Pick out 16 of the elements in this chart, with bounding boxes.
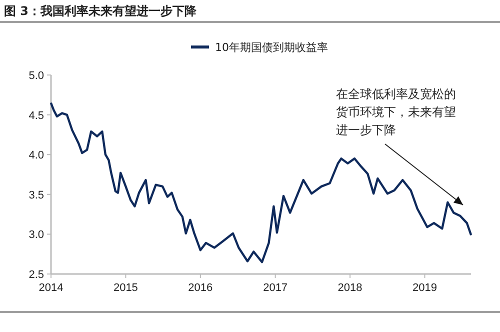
y-tick-label: 5.0: [28, 70, 44, 82]
y-tick-label: 3.0: [28, 229, 44, 242]
annotation: 在全球低利率及宽松的货币环境下，未来有望进一步下降: [336, 87, 456, 137]
chart-title: 图 3：我国利率未来有望进一步下降: [4, 4, 198, 18]
x-tick-label: 2017: [263, 282, 288, 294]
y-tick-label: 3.5: [28, 189, 44, 202]
x-tick-label: 2019: [412, 282, 437, 294]
y-tick-label: 4.0: [28, 150, 44, 162]
y-tick-label: 4.5: [28, 110, 44, 122]
x-tick-label: 2016: [188, 282, 213, 294]
x-tick-label: 2018: [338, 282, 362, 294]
legend-label: 10年期国债到期收益率: [215, 41, 328, 54]
x-tick-label: 2015: [113, 282, 138, 294]
x-tick-label: 2014: [38, 282, 64, 294]
y-tick-label: 2.5: [28, 269, 44, 281]
line-series: [50, 102, 472, 264]
